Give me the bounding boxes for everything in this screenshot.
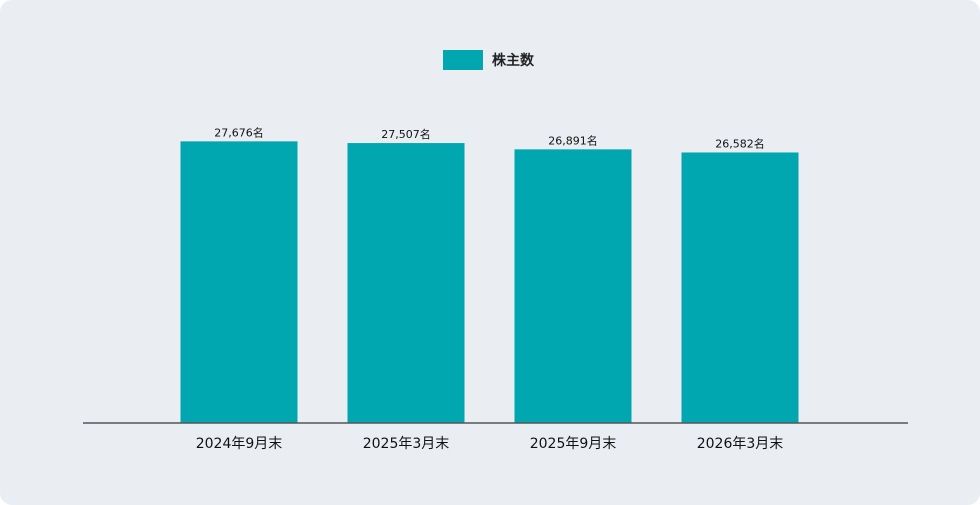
legend-label: 株主数: [492, 53, 534, 69]
bar-2: [347, 143, 465, 423]
bar-1: [180, 141, 298, 423]
x-tick-label: 2026年3月末: [697, 436, 784, 452]
x-tick-label: 2025年3月末: [363, 436, 450, 452]
bar-value-label: 26,582名: [715, 136, 765, 150]
x-tick-label: 2024年9月末: [196, 436, 283, 452]
chart-legend: 株主数: [443, 50, 534, 70]
bar-value-label: 26,891名: [548, 133, 598, 147]
bar-value-label: 27,676名: [214, 125, 264, 139]
bar-4: [681, 152, 799, 424]
bar-3: [514, 149, 632, 424]
x-tick-label: 2025年9月末: [530, 436, 617, 452]
legend-swatch: [443, 50, 483, 70]
bar-value-label: 27,507名: [381, 127, 431, 141]
